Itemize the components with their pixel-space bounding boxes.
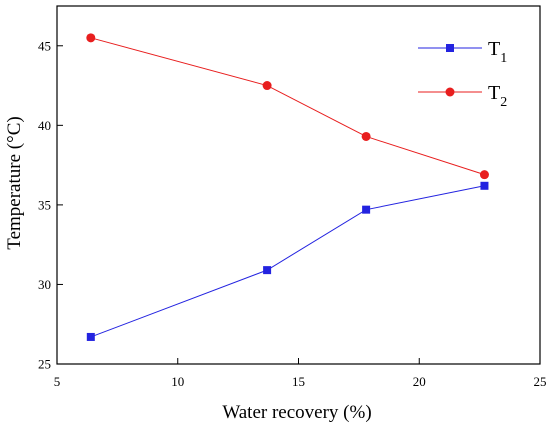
legend-marker-1 [446, 44, 454, 52]
series-2-point [86, 33, 96, 43]
series-2-point [479, 170, 489, 180]
x-axis-label: Water recovery (%) [222, 402, 371, 423]
series-1-line [90, 185, 485, 338]
series-1-point [263, 266, 272, 275]
legend-label-1: T1 [488, 38, 507, 66]
y-tick-label: 40 [38, 118, 51, 133]
y-axis-label: Temperature (°C) [4, 116, 25, 249]
plot-area: 5 10 15 20 25 25 30 35 40 45 [38, 5, 547, 389]
series-2-line [90, 37, 485, 176]
y-tick-label: 45 [38, 38, 51, 53]
series-1-point [362, 205, 371, 214]
legend-marker-2 [445, 87, 455, 97]
series-1-point [86, 332, 95, 341]
x-tick-label: 10 [171, 374, 184, 389]
series-2-point [262, 81, 272, 91]
plot-frame [56, 5, 541, 365]
y-tick-label: 30 [38, 277, 51, 292]
y-tick-label: 35 [38, 197, 51, 212]
x-tick-label: 25 [534, 374, 547, 389]
series-2-point [361, 131, 371, 141]
x-tick-label: 5 [54, 374, 61, 389]
x-tick-label: 15 [292, 374, 305, 389]
y-tick-label: 25 [38, 357, 51, 372]
legend: T1 T2 [418, 38, 507, 110]
x-tick-label: 20 [413, 374, 426, 389]
legend-label-2: T2 [488, 82, 507, 110]
series-1-point [480, 181, 489, 190]
